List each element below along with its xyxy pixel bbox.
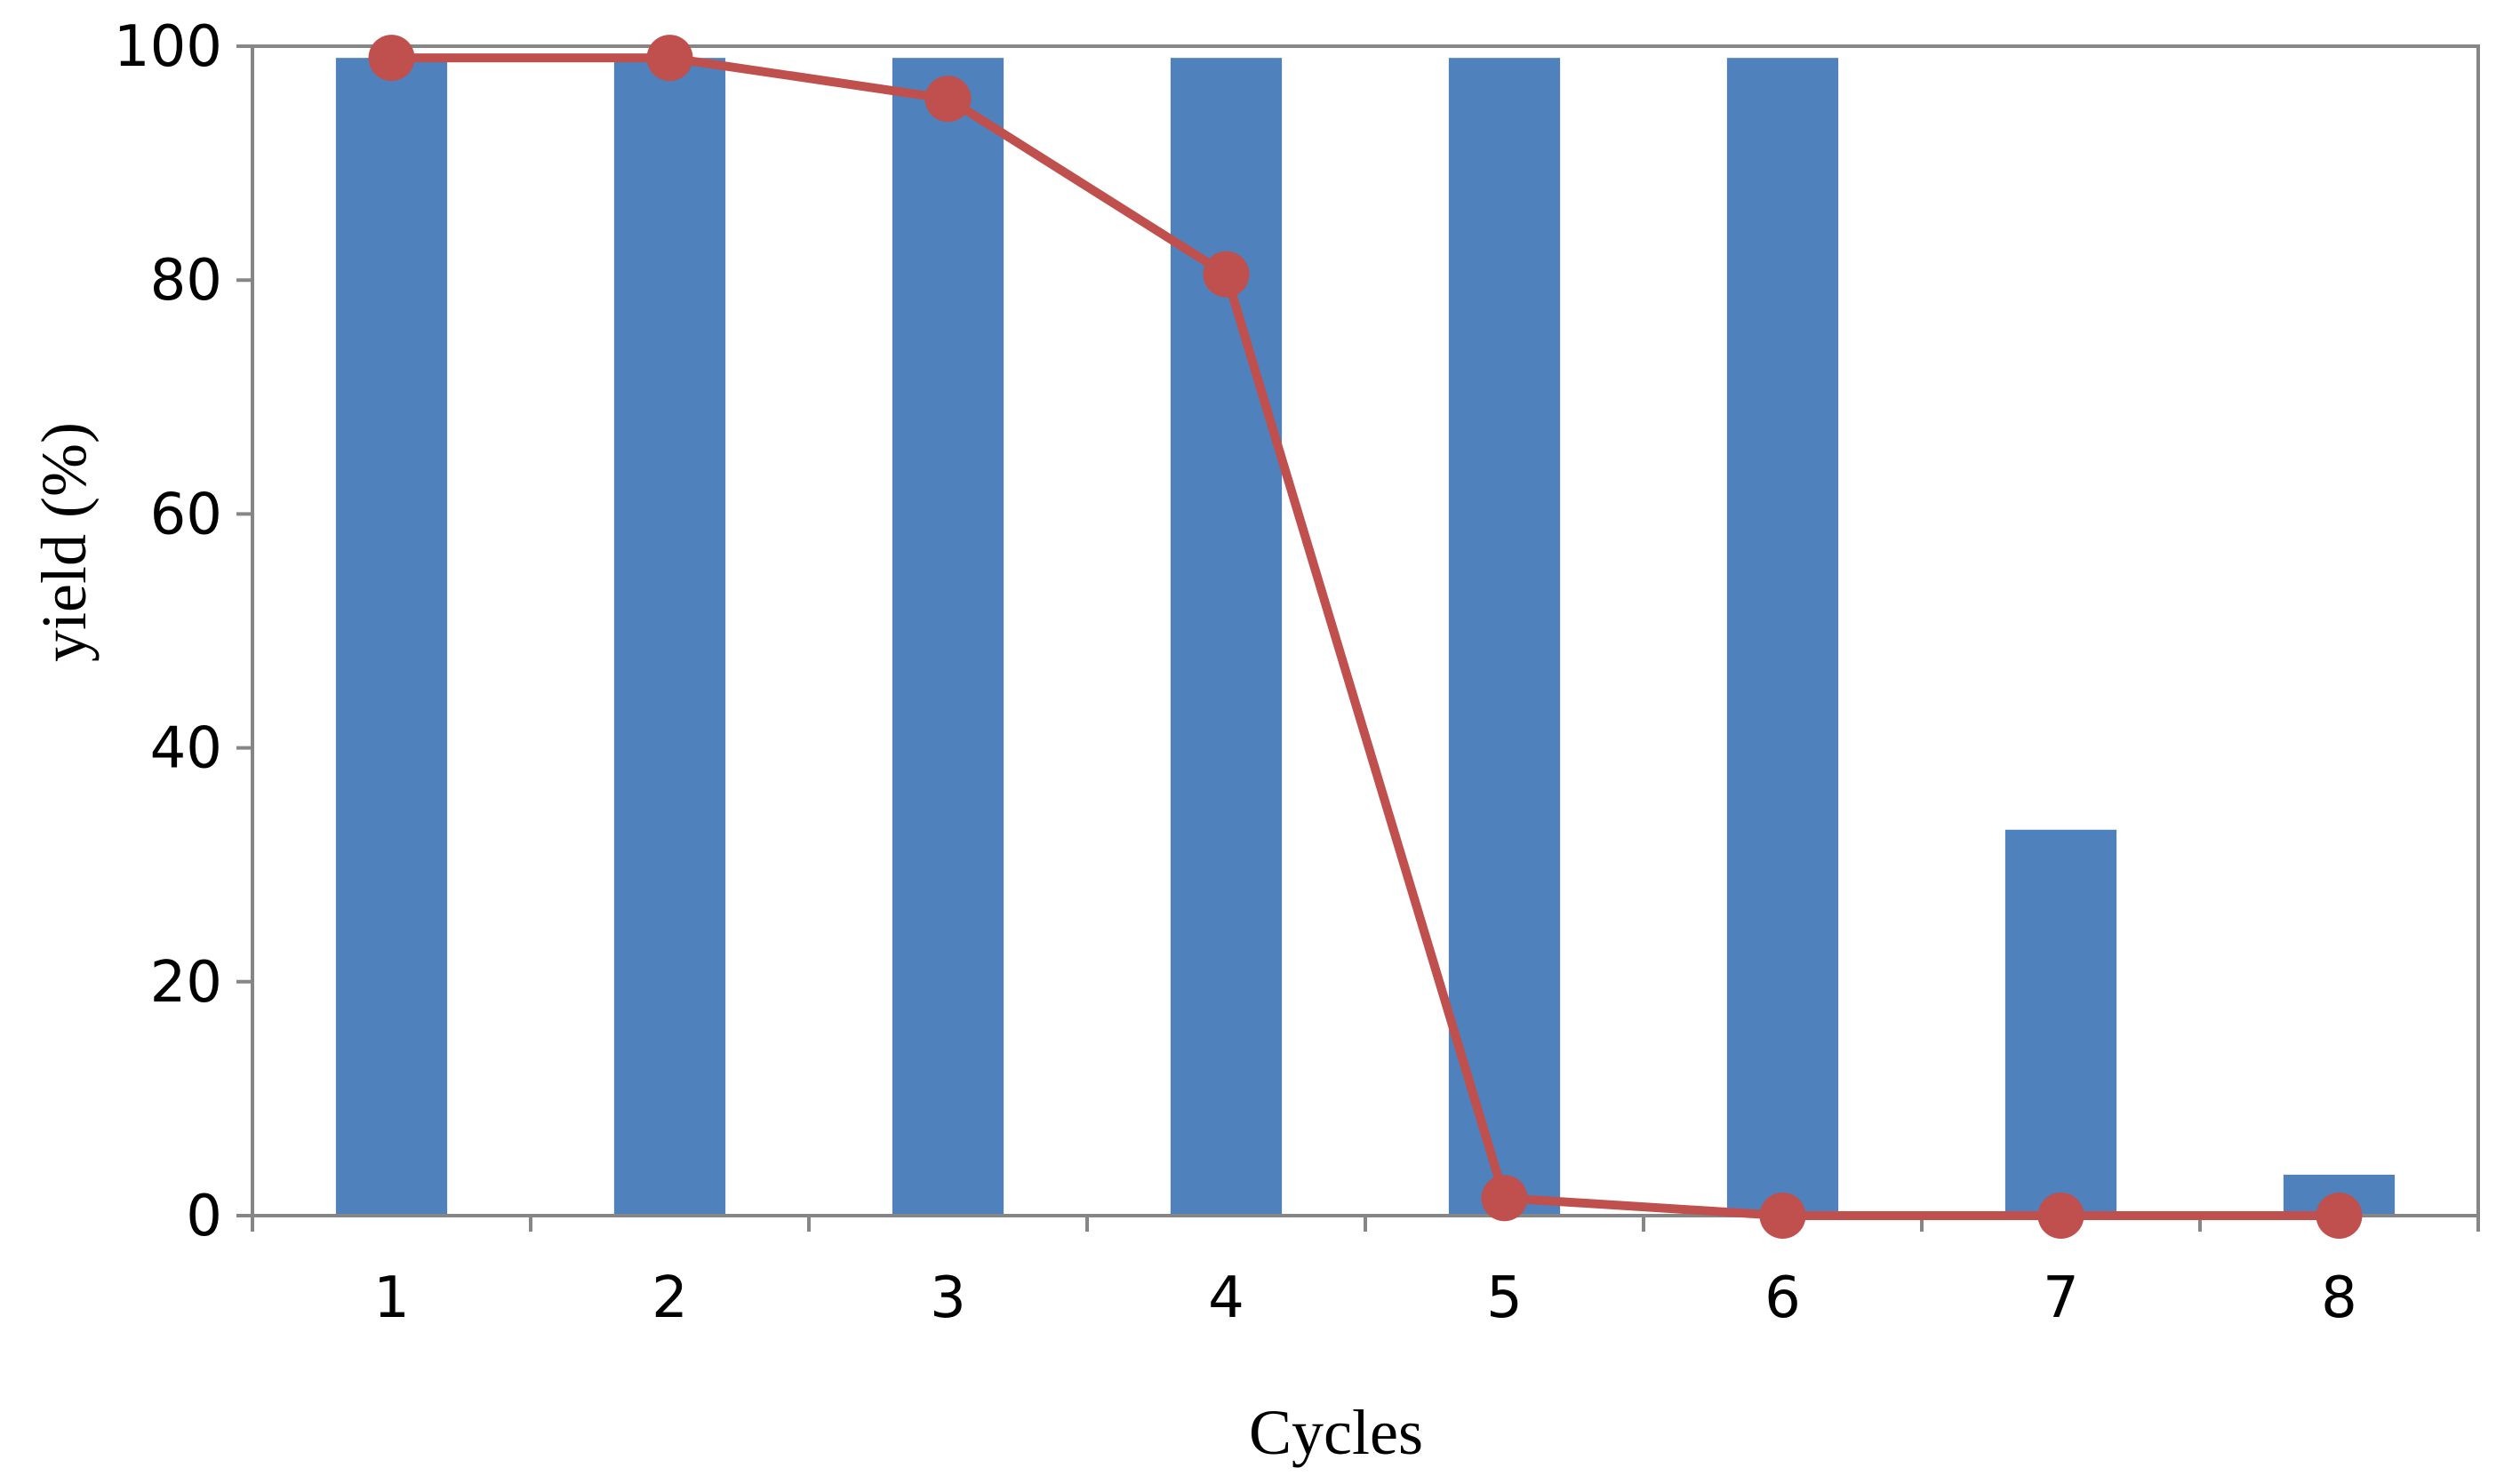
bar-cycle-2: [613, 58, 726, 1216]
y-tick-label-0: 0: [186, 1184, 222, 1249]
x-axis-title: Cycles: [1249, 1397, 1423, 1468]
line-point-cycle-2: [646, 35, 693, 82]
bar-cycle-6: [1726, 58, 1839, 1216]
bar-cycle-7: [2004, 829, 2117, 1216]
x-tick-label-1: 1: [373, 1265, 410, 1331]
line-point-cycle-5: [1481, 1175, 1528, 1222]
y-tick-label-20: 20: [150, 950, 222, 1016]
bar-cycle-1: [335, 58, 448, 1216]
line-point-cycle-4: [1203, 251, 1250, 298]
x-tick-label-6: 6: [1764, 1265, 1801, 1331]
y-tick-label-60: 60: [150, 482, 222, 547]
series-line: [391, 53, 2340, 1220]
x-tick-label-5: 5: [1486, 1265, 1523, 1331]
line-point-cycle-8: [2316, 1193, 2363, 1239]
y-tick-label-100: 100: [114, 14, 222, 80]
y-ticks: 0 20 40 60 80 100: [114, 14, 252, 1249]
x-ticks: 1 2 3 4 5 6 7 8: [251, 1214, 2480, 1331]
y-tick-label-40: 40: [150, 716, 222, 782]
line-point-cycle-7: [2037, 1193, 2084, 1239]
x-tick-label-2: 2: [652, 1265, 688, 1331]
x-tick-label-7: 7: [2043, 1265, 2079, 1331]
line-point-cycle-6: [1759, 1193, 1806, 1239]
x-tick-label-3: 3: [930, 1265, 966, 1331]
line-point-cycle-1: [368, 35, 415, 82]
x-tick-label-4: 4: [1208, 1265, 1244, 1331]
y-axis-title: yield (%): [28, 422, 100, 662]
x-tick-label-8: 8: [2321, 1265, 2357, 1331]
bar-cycle-3: [892, 58, 1004, 1216]
bar-cycle-5: [1448, 58, 1561, 1216]
plot-area: [251, 44, 2480, 1217]
line-point-cycle-3: [924, 76, 972, 123]
bar-cycle-4: [1170, 58, 1283, 1216]
y-tick-label-80: 80: [150, 248, 222, 314]
line-layer: [368, 35, 2363, 1239]
